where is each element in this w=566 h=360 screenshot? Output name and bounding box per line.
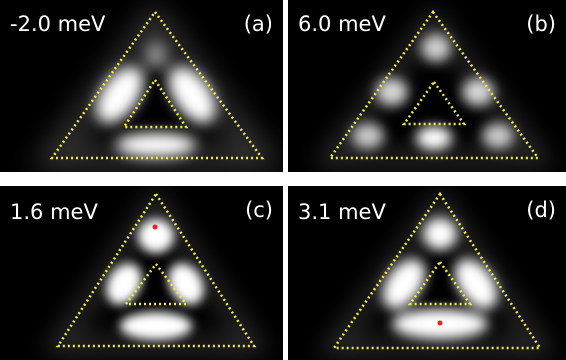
inner-triangle-outline (407, 259, 473, 306)
panel-letter: (b) (526, 12, 556, 36)
outer-triangle-outline (331, 191, 543, 350)
inner-triangle-outline (123, 261, 189, 306)
panel-b-image (288, 0, 566, 172)
outer-triangle-outline (55, 191, 257, 348)
energy-label: 6.0 meV (298, 12, 386, 36)
panel-letter: (c) (245, 198, 273, 222)
panel-b: 6.0 meV (b) (288, 0, 566, 172)
panel-d-image (288, 186, 566, 360)
panel-letter: (a) (243, 12, 273, 36)
red-marker (437, 320, 443, 326)
inner-triangle-outline (121, 77, 189, 129)
energy-label: -2.0 meV (10, 12, 106, 36)
panel-c-image (0, 186, 283, 360)
panel-d: 3.1 meV (d) (288, 186, 566, 360)
panel-c: 1.6 meV (c) (0, 186, 283, 360)
panel-a: -2.0 meV (a) (0, 0, 283, 172)
energy-label: 3.1 meV (298, 200, 386, 224)
outer-triangle-outline (49, 9, 265, 160)
inner-triangle-outline (401, 79, 467, 126)
red-marker (152, 224, 158, 230)
energy-label: 1.6 meV (10, 200, 98, 224)
panel-letter: (d) (526, 198, 556, 222)
panel-a-image (0, 0, 283, 172)
